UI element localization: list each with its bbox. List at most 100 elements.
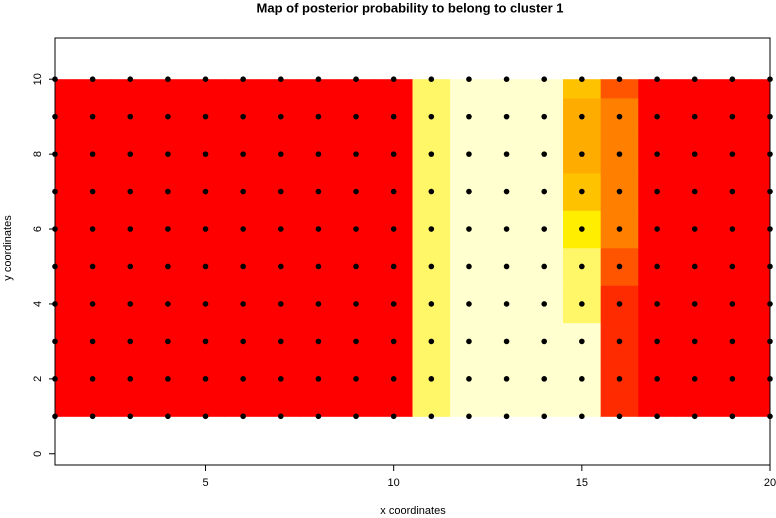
grid-point [654, 376, 660, 382]
grid-point [89, 376, 96, 382]
grid-point [579, 301, 585, 307]
grid-point [616, 226, 623, 232]
grid-point [89, 263, 96, 270]
grid-point [127, 76, 134, 83]
grid-point [466, 113, 472, 120]
grid-point [89, 413, 96, 420]
grid-point [353, 413, 359, 420]
grid-point [165, 76, 171, 83]
grid-point [315, 413, 322, 420]
grid-point [353, 188, 359, 195]
grid-point [579, 76, 585, 83]
grid-point [691, 113, 698, 120]
grid-point [654, 151, 660, 157]
grid-point [315, 76, 322, 83]
grid-point [579, 151, 585, 157]
grid-point [127, 413, 134, 420]
grid-point [654, 338, 660, 345]
grid-point [466, 76, 472, 83]
grid-point [729, 301, 736, 307]
grid-point [240, 76, 246, 83]
grid-point [729, 188, 736, 195]
grid-point [541, 376, 548, 382]
grid-point [503, 113, 510, 120]
heat-cell [73, 397, 112, 417]
heat-cell [412, 397, 451, 417]
grid-point [277, 376, 284, 382]
grid-point [466, 413, 472, 420]
y-tick-label: 2 [32, 376, 44, 382]
grid-point [541, 338, 548, 345]
grid-point [89, 301, 96, 307]
grid-point [127, 338, 134, 345]
y-tick-label: 6 [32, 226, 44, 232]
grid-point [503, 301, 510, 307]
heat-cell [299, 79, 338, 99]
grid-point [127, 376, 134, 382]
x-tick-label: 20 [764, 477, 776, 489]
grid-point [503, 188, 510, 195]
heat-cell [563, 397, 602, 417]
grid-point [654, 113, 660, 120]
grid-point [579, 376, 585, 382]
grid-point [240, 226, 246, 232]
grid-point [390, 76, 397, 83]
heat-cell [224, 397, 263, 417]
grid-point [503, 376, 510, 382]
grid-point [165, 413, 171, 420]
grid-point [729, 113, 736, 120]
grid-point [89, 226, 96, 232]
grid-point [691, 76, 698, 83]
grid-point [240, 338, 246, 345]
grid-point [165, 263, 171, 270]
grid-point [127, 113, 134, 120]
grid-point [428, 113, 435, 120]
grid-point [202, 113, 209, 120]
heat-cell [299, 397, 338, 417]
heat-cell [751, 135, 771, 174]
grid-point [616, 151, 623, 157]
heat-cell [224, 79, 263, 99]
grid-point [89, 76, 96, 83]
heat-cell [487, 79, 526, 99]
x-tick-label: 5 [202, 477, 208, 489]
grid-point [616, 113, 623, 120]
grid-point [240, 263, 246, 270]
grid-point [466, 151, 472, 157]
grid-point [315, 338, 322, 345]
heat-cell [186, 397, 225, 417]
grid-point [616, 301, 623, 307]
heat-cell [55, 247, 75, 286]
heat-cell [337, 79, 376, 99]
grid-point [202, 338, 209, 345]
grid-point [89, 113, 96, 120]
grid-point [165, 226, 171, 232]
grid-point [277, 226, 284, 232]
grid-point [503, 263, 510, 270]
grid-point [390, 413, 397, 420]
grid-point [89, 188, 96, 195]
heat-cell [487, 397, 526, 417]
y-tick-label: 0 [32, 451, 44, 457]
grid-point [579, 338, 585, 345]
grid-point [127, 188, 134, 195]
grid-point [654, 263, 660, 270]
grid-point [315, 151, 322, 157]
grid-point [89, 151, 96, 157]
grid-point [654, 413, 660, 420]
grid-point [616, 188, 623, 195]
grid-point [390, 376, 397, 382]
grid-point [654, 226, 660, 232]
grid-point [616, 413, 623, 420]
grid-point [165, 113, 171, 120]
grid-point [127, 301, 134, 307]
grid-point [353, 338, 359, 345]
grid-point [729, 263, 736, 270]
heat-cell [111, 397, 150, 417]
heat-cell [751, 397, 771, 417]
grid-point [616, 338, 623, 345]
heat-cell [751, 285, 771, 324]
grid-point [240, 376, 246, 382]
grid-point [240, 188, 246, 195]
grid-point [353, 301, 359, 307]
